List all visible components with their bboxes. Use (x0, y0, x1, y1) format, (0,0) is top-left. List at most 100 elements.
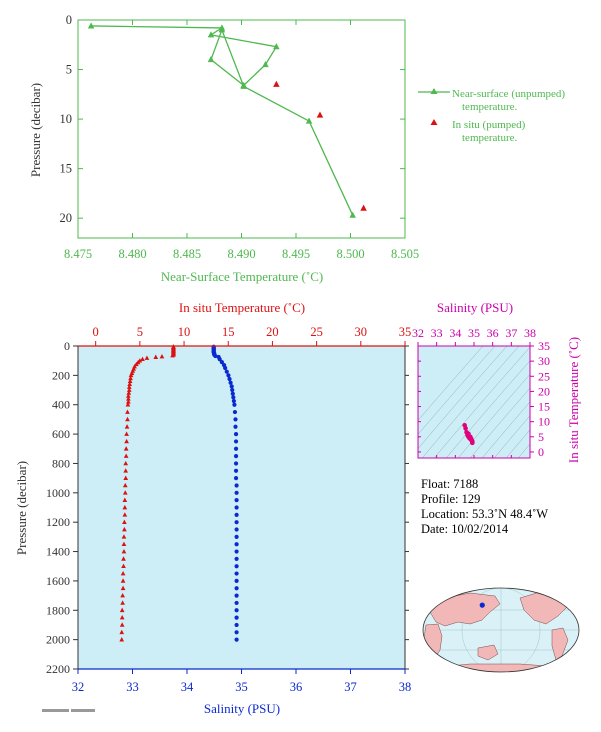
profile-temperature-point-60 (120, 592, 125, 598)
profile-date: Date: 10/02/2014 (421, 522, 509, 536)
profile-salinity-point-17 (223, 365, 228, 371)
profile-temperature-point-45 (122, 482, 128, 488)
profile-temperature-point-29 (126, 387, 132, 392)
profile-sal-tick-label-4: 36 (290, 680, 303, 694)
profile-salinity-point-42 (234, 512, 239, 517)
pumped-temperature-point-0 (273, 80, 280, 87)
profile-pres-tick-label-2: 400 (52, 398, 70, 412)
ts-sal-tick-label-0: 32 (412, 326, 424, 340)
profile-temp-tick-label-5: 25 (310, 325, 323, 339)
profile-temperature-point-32 (126, 396, 131, 401)
ts-temp-tick-label-6: 30 (538, 354, 550, 368)
profile-temperature-point-40 (123, 446, 129, 451)
profile-temp-tick-label-6: 30 (355, 325, 368, 339)
profile-temperature-point-35 (125, 409, 130, 414)
profile-salinity-point-20 (227, 376, 232, 382)
float-location-marker (479, 602, 485, 608)
ts-temp-tick-label-3: 15 (538, 400, 550, 414)
profile-salinity-point-41 (234, 505, 239, 510)
ts-density-contour-3 (421, 346, 520, 458)
profile-salinity-point-46 (234, 542, 239, 547)
top-x-tick-label-0: 8.475 (64, 247, 92, 261)
profile-salinity-point-53 (234, 593, 239, 598)
unpumped-temperature-point-2 (207, 31, 215, 38)
top-y-tick-label-2: 10 (60, 112, 73, 126)
profile-salinity-point-28 (232, 409, 238, 415)
profile-salinity-point-54 (234, 600, 239, 606)
unpumped-temperature-point-4 (262, 60, 269, 68)
ts-point-12 (470, 440, 475, 446)
footer-stamp (42, 709, 95, 712)
profile-salinity-point-48 (234, 556, 239, 561)
profile-temperature-point-12 (170, 352, 175, 358)
profile-temp-tick-label-0: 0 (93, 325, 99, 339)
profile-temperature-point-51 (122, 526, 127, 532)
profile-temperature-point-62 (119, 607, 125, 613)
profile-salinity-point-38 (234, 483, 239, 488)
profile-salinity-point-57 (234, 622, 239, 628)
profile-temperature-point-38 (124, 431, 129, 436)
profile-salinity-point-44 (234, 527, 239, 532)
ts-density-contour-0 (418, 346, 484, 421)
profile-salinity-point-59 (234, 637, 239, 642)
profile-sal-tick-label-1: 33 (126, 680, 139, 694)
profile-pres-tick-label-8: 1600 (46, 574, 70, 588)
ts-salinity-label: Salinity (PSU) (437, 300, 513, 315)
land-greenland (557, 589, 569, 601)
profile-salinity-point-26 (231, 398, 236, 404)
legend-unpumped-label-2: temperature. (462, 101, 518, 113)
unpumped-temperature-point-0 (87, 22, 95, 29)
profile-salinity-point-49 (234, 564, 239, 569)
profile-temperature-point-37 (124, 424, 130, 429)
profile-salinity-point-32 (233, 439, 239, 444)
profile-sal-tick-label-5: 37 (344, 680, 357, 694)
profile-temperature-point-36 (125, 416, 130, 422)
profile-temperature-point-49 (122, 512, 128, 517)
profile-temp-tick-label-1: 5 (137, 325, 143, 339)
ts-density-contour-1 (418, 346, 496, 435)
profile-temperature-point-55 (121, 556, 126, 561)
unpumped-temperature-line (91, 25, 354, 216)
profile-salinity-point-24 (230, 391, 235, 396)
profile-salinity-point-51 (234, 578, 239, 584)
profile-salinity-point-19 (226, 373, 231, 378)
profile-pres-tick-label-11: 2200 (46, 662, 70, 676)
profile-number: Profile: 129 (421, 492, 480, 506)
top-chart-frame (77, 19, 406, 239)
ts-sal-tick-label-3: 35 (468, 326, 480, 340)
profile-salinity-label: Salinity (PSU) (204, 701, 280, 716)
unpumped-temperature-point-10 (349, 211, 356, 218)
ts-density-contours (418, 346, 530, 458)
legend-pumped-marker (430, 119, 438, 125)
profile-salinity-point-18 (224, 369, 229, 374)
profile-salinity-point-22 (229, 384, 234, 389)
profile-temperature-point-26 (127, 378, 133, 384)
profile-temperature-point-28 (126, 384, 132, 389)
profile-salinity-point-25 (231, 395, 236, 400)
profile-temperature-point-58 (120, 578, 126, 583)
top-y-tick-label-1: 5 (66, 63, 72, 77)
profile-pres-tick-label-4: 800 (52, 456, 70, 470)
profile-temperature-point-64 (119, 622, 125, 627)
profile-salinity-point-35 (233, 461, 239, 466)
profile-salinity-point-33 (233, 446, 239, 451)
ts-temp-tick-label-2: 10 (538, 415, 550, 429)
top-chart-x-label: Near-Surface Temperature (˚C) (161, 269, 323, 284)
profile-temperature-point-52 (121, 534, 127, 539)
land-eurasia (429, 592, 501, 627)
unpumped-temperature-point-3 (273, 43, 280, 50)
profile-salinity-point-21 (228, 380, 233, 385)
legend-pumped-label-1: In situ (pumped) (452, 119, 526, 131)
profile-salinity-point-29 (233, 417, 238, 422)
profile-pres-tick-label-3: 600 (52, 427, 70, 441)
float-location: Location: 53.3˚N 48.4˚W (421, 507, 548, 521)
profile-pres-tick-label-1: 200 (52, 368, 70, 382)
legend-unpumped-marker (430, 88, 438, 94)
profile-salinity-point-56 (234, 615, 239, 620)
profile-salinity-point-47 (234, 549, 239, 554)
top-y-tick-label-4: 20 (60, 211, 73, 225)
profile-chart-background (78, 346, 405, 669)
ts-sal-tick-label-1: 33 (431, 326, 443, 340)
top-chart-y-label: Pressure (decibar) (28, 83, 43, 177)
